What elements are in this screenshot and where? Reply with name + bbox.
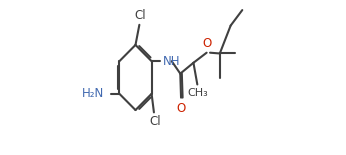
Text: O: O [203,37,212,50]
Text: H₂N: H₂N [82,87,104,100]
Text: O: O [176,102,186,115]
Text: Cl: Cl [134,9,146,22]
Text: Cl: Cl [149,115,161,128]
Text: CH₃: CH₃ [188,88,209,98]
Text: NH: NH [163,55,181,68]
